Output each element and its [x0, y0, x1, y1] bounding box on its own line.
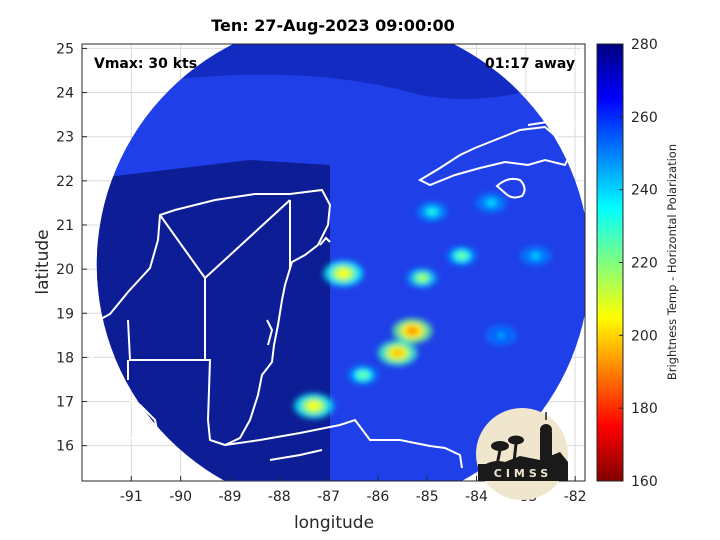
convection-core: [391, 348, 404, 358]
colorbar-tick-label: 220: [631, 256, 658, 272]
x-tick-label: -86: [366, 489, 389, 505]
x-tick-label: -91: [120, 489, 143, 505]
x-tick-label: -82: [564, 489, 587, 505]
plot-frame: [81, 43, 586, 482]
colorbar-tick-label: 280: [631, 37, 658, 53]
y-tick-label: 19: [56, 306, 74, 322]
y-tick-label: 18: [56, 350, 74, 366]
y-tick-label: 17: [56, 395, 74, 411]
x-tick-label: -87: [317, 489, 340, 505]
x-tick-label: -90: [169, 489, 192, 505]
vmax-annotation: Vmax: 30 kts: [94, 56, 197, 72]
y-axis-ticks: 16 17 18 19 20 21 22 23 24 25: [56, 41, 87, 455]
y-tick-label: 25: [56, 41, 74, 57]
convection-features: [293, 193, 552, 419]
y-tick-label: 16: [56, 439, 74, 455]
convection-core: [358, 371, 368, 379]
y-tick-label: 20: [56, 262, 74, 278]
colorbar: [596, 43, 624, 482]
y-tick-label: 22: [56, 174, 74, 190]
colorbar-label: Brightness Temp - Horizontal Polarizatio…: [665, 144, 679, 380]
convection-core: [406, 326, 419, 336]
y-tick-label: 23: [56, 130, 74, 146]
logo-text: CIMSS: [494, 467, 552, 480]
colorbar-tick-label: 240: [631, 183, 658, 199]
x-tick-label: -89: [219, 489, 242, 505]
x-tick-label: -85: [416, 489, 439, 505]
convection-core: [427, 208, 438, 216]
swath-layer: [82, 44, 585, 481]
convection-core: [496, 331, 507, 339]
colorbar-tick-label: 160: [631, 474, 658, 490]
convection-core: [417, 274, 428, 282]
x-axis-ticks: -91-90-89-88-87-86-85-84-83-82: [120, 476, 587, 505]
convection-core: [307, 401, 321, 411]
colorbar-tick-label: 200: [631, 328, 658, 344]
convection-core: [456, 252, 467, 260]
y-axis-label: latitude: [33, 229, 53, 294]
colorbar-tick-label: 260: [631, 110, 658, 126]
y-tick-label: 24: [56, 86, 74, 102]
chart-title: Ten: 27-Aug-2023 09:00:00: [211, 16, 454, 35]
x-tick-label: -88: [268, 489, 291, 505]
time-away-annotation: 01:17 away: [485, 56, 575, 72]
convection-core: [530, 252, 541, 260]
coastlines: [82, 47, 583, 469]
cimss-logo: CIMSS: [476, 408, 568, 500]
x-axis-label: longitude: [294, 513, 374, 533]
convection-core: [486, 199, 497, 207]
convection-core: [337, 269, 350, 279]
x-tick-label: -84: [465, 489, 488, 505]
y-tick-label: 21: [56, 218, 74, 234]
colorbar-tick-label: 180: [631, 401, 658, 417]
colorbar-ticks: 280 260 240 220 200 180 160: [619, 37, 658, 490]
